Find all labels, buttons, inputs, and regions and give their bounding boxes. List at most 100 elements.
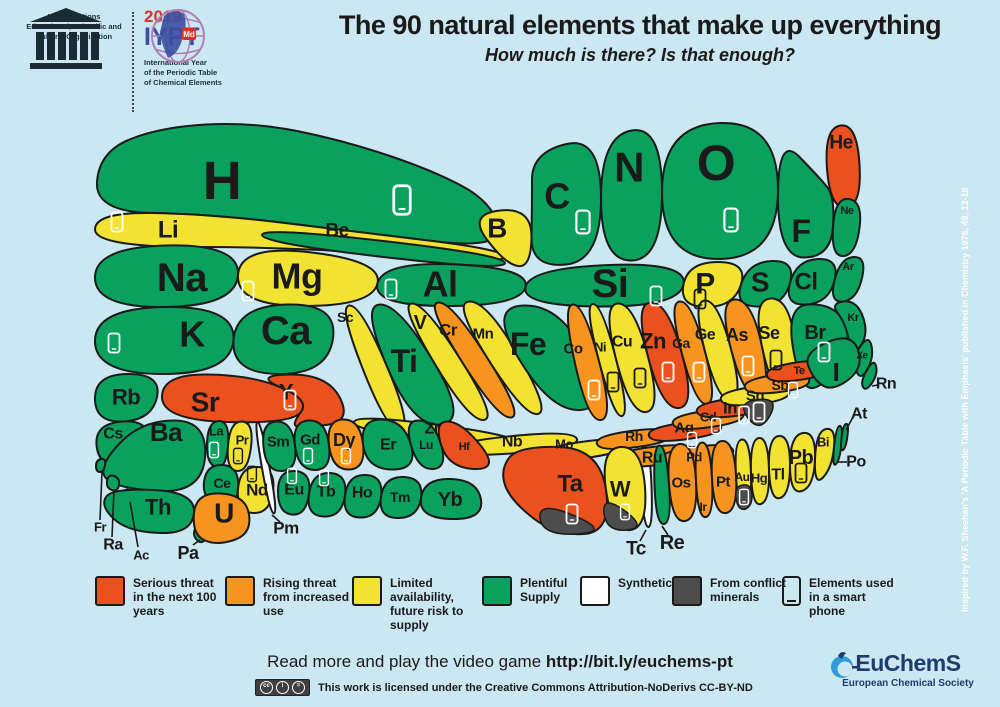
euchems-subtitle: European Chemical Society	[842, 678, 974, 689]
element-symbol-Pd: Pd	[686, 450, 702, 465]
element-cell-V	[407, 302, 489, 421]
cc-nd-icon: =	[292, 681, 305, 694]
element-symbol-Hf: Hf	[459, 441, 470, 453]
element-cell-Eu	[277, 469, 311, 516]
element-symbol-Ge: Ge	[695, 327, 716, 344]
element-symbol-N: N	[614, 144, 644, 191]
element-symbol-Te: Te	[793, 365, 804, 377]
smartphone-icon	[619, 503, 631, 521]
element-cell-Cu	[608, 302, 656, 414]
legend-swatch-serious	[95, 576, 125, 606]
element-symbol-Nb: Nb	[502, 434, 523, 451]
element-symbol-Ca: Ca	[261, 309, 312, 353]
smartphone-icon	[752, 401, 766, 423]
element-cell-S	[738, 259, 793, 308]
element-symbol-Se: Se	[758, 323, 780, 343]
element-symbol-H: H	[203, 151, 242, 211]
element-symbol-Y: Y	[279, 380, 294, 405]
element-symbol-Cr: Cr	[439, 321, 458, 340]
element-symbol-Be: Be	[325, 221, 348, 242]
element-symbol-Dy: Dy	[333, 430, 355, 450]
legend-label-plentiful: Plentiful Supply	[520, 576, 568, 605]
element-symbol-Yb: Yb	[438, 489, 463, 511]
element-cell-Tm	[379, 475, 423, 519]
element-cell-Fr	[95, 457, 107, 473]
element-cell-Lu	[407, 419, 445, 471]
element-symbol-Eu: Eu	[284, 482, 303, 499]
element-symbol-Sb: Sb	[772, 377, 789, 393]
element-symbol-Er: Er	[380, 437, 396, 454]
element-symbol-Mn: Mn	[473, 326, 494, 343]
element-symbol-Li: Li	[158, 217, 178, 244]
element-cell-B	[478, 209, 533, 268]
element-cell-Hg	[749, 437, 771, 506]
element-cell-F	[777, 150, 835, 259]
legend-label-limited: Limited availability, future risk to sup…	[390, 576, 464, 633]
element-symbol-At: At	[851, 406, 868, 423]
element-symbol-P: P	[695, 268, 715, 301]
legend-swatch-plentiful	[482, 576, 512, 606]
element-cell-Tb	[307, 471, 347, 518]
element-symbol-Po: Po	[846, 454, 866, 471]
element-cell-Co	[566, 303, 609, 421]
smartphone-icon	[208, 441, 220, 459]
element-symbol-K: K	[179, 314, 205, 355]
element-symbol-Co: Co	[564, 341, 583, 358]
smartphone-icon	[107, 332, 121, 354]
smartphone-icon	[110, 211, 124, 233]
element-symbol-Ho: Ho	[352, 485, 373, 502]
element-symbol-Ce: Ce	[214, 475, 232, 491]
smartphone-icon	[283, 389, 297, 411]
smartphone-icon	[318, 469, 330, 487]
legend-label-conflict: From conflict minerals	[710, 576, 787, 605]
smartphone-icon	[633, 367, 647, 389]
element-symbol-Cl: Cl	[795, 269, 818, 296]
element-cell-K	[94, 305, 235, 375]
pointer-line-Re	[661, 525, 669, 536]
element-cell-Os	[667, 443, 698, 523]
element-symbol-Re: Re	[660, 532, 685, 554]
pointer-line-Ac	[129, 501, 139, 548]
element-symbol-Rb: Rb	[112, 385, 140, 410]
element-symbol-Cu: Cu	[612, 334, 632, 351]
element-symbol-Rh: Rh	[625, 428, 643, 444]
smartphone-icon	[606, 371, 620, 393]
smartphone-icon	[286, 467, 298, 485]
poster-title: The 90 natural elements that make up eve…	[338, 10, 942, 40]
element-symbol-Na: Na	[157, 256, 208, 300]
element-cells	[94, 121, 878, 544]
element-cell-N	[600, 129, 663, 262]
smartphone-icon	[738, 488, 750, 506]
element-cell-Mn	[462, 300, 543, 416]
legend-label-synthetic: Synthetic	[618, 576, 673, 590]
euchems-flame-icon	[831, 652, 857, 678]
smartphone-icon	[587, 379, 601, 401]
element-symbol-U: U	[214, 498, 234, 529]
conflict-mineral-overlay-Au	[734, 484, 753, 511]
read-more-text: Read more and play the video game	[267, 652, 546, 671]
element-symbol-Hg: Hg	[751, 471, 768, 486]
element-symbol-O: O	[697, 135, 735, 191]
pointer-line-Pa	[192, 539, 201, 546]
element-symbol-Ac: Ac	[133, 548, 149, 563]
element-symbol-F: F	[791, 213, 810, 249]
element-symbol-Zr: Zr	[425, 421, 440, 438]
smartphone-icon	[738, 405, 750, 425]
element-symbol-Tm: Tm	[390, 489, 410, 505]
video-game-link[interactable]: http://bit.ly/euchems-pt	[545, 652, 733, 671]
element-cell-Ni	[588, 303, 626, 417]
element-symbol-Ti: Ti	[391, 343, 418, 379]
legend-swatch-rising	[225, 576, 255, 606]
element-cell-Sm	[262, 420, 297, 473]
element-symbol-Xe: Xe	[856, 351, 868, 362]
pointer-line-Pm	[271, 514, 281, 523]
element-symbol-He: He	[829, 133, 852, 154]
element-symbol-Sr: Sr	[191, 387, 220, 418]
legend-item-synthetic: Synthetic	[580, 576, 706, 606]
smartphone-icon	[710, 417, 722, 435]
element-symbol-Kr: Kr	[847, 312, 859, 324]
conflict-mineral-overlay-Sn	[743, 398, 774, 427]
element-symbol-Rn: Rn	[876, 376, 896, 393]
